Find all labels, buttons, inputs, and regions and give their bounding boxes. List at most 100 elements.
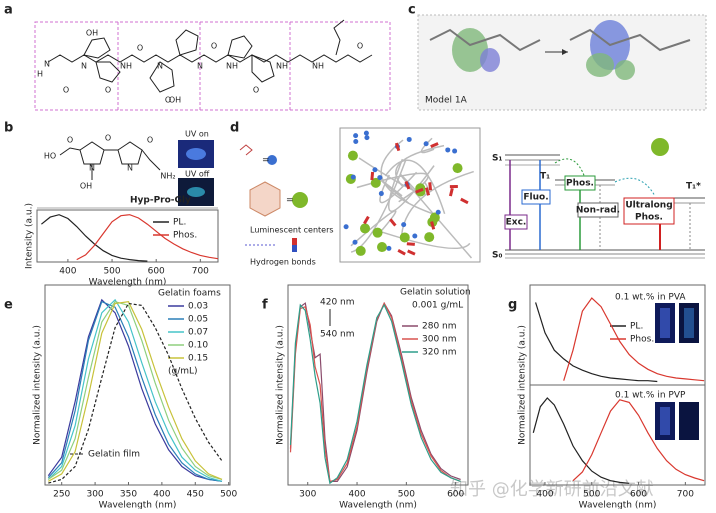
atom: O bbox=[147, 136, 153, 145]
h-bond bbox=[428, 182, 433, 191]
panel-label: c bbox=[408, 3, 416, 18]
equals: = bbox=[262, 156, 270, 166]
series-line bbox=[48, 302, 223, 484]
h-bond bbox=[430, 142, 439, 149]
x-tick-label: 600 bbox=[148, 267, 165, 277]
annotation: Gelatin film bbox=[88, 450, 140, 460]
process: Phos. bbox=[635, 213, 663, 223]
h-bond bbox=[424, 187, 431, 196]
fiber bbox=[380, 139, 436, 216]
series-line bbox=[47, 300, 223, 482]
legend-label: 0.07 bbox=[188, 328, 208, 338]
x-tick-label: 500 bbox=[583, 490, 600, 500]
legend-text: Luminescent centers bbox=[250, 226, 334, 235]
process: Exc. bbox=[506, 218, 527, 228]
charts: 400 500 600 700 Wavelength (nm) Intensity (a.… bbox=[25, 203, 706, 511]
atom: H bbox=[37, 70, 43, 79]
h-bond bbox=[397, 249, 406, 256]
equals: = bbox=[286, 196, 294, 206]
x-tick-label: 450 bbox=[187, 490, 204, 500]
process: Ultralong bbox=[625, 201, 672, 211]
legend-label: Phos. bbox=[173, 231, 197, 241]
x-tick-label: 400 bbox=[153, 490, 170, 500]
y-axis-label: Normalized intensity (a.u.) bbox=[518, 325, 528, 445]
plot-frame bbox=[44, 284, 231, 486]
series-line bbox=[289, 303, 461, 485]
structure-a bbox=[34, 19, 391, 111]
h-bond bbox=[430, 221, 436, 230]
luminescent-center bbox=[372, 227, 383, 238]
luminescent-center bbox=[355, 245, 366, 256]
dot bbox=[401, 222, 407, 228]
x-tick-label: 500 bbox=[103, 267, 120, 277]
legend-label: 0.10 bbox=[188, 341, 208, 351]
series-line bbox=[47, 298, 223, 482]
atom: N bbox=[44, 60, 50, 69]
annotation: 0.1 wt.% in PVA bbox=[615, 293, 686, 303]
atom: N bbox=[157, 62, 163, 71]
legend-text: Hydrogen bonds bbox=[250, 258, 316, 267]
dot bbox=[364, 135, 370, 141]
legend-label: PL. bbox=[173, 218, 186, 228]
network bbox=[343, 130, 474, 259]
series-line bbox=[76, 214, 219, 261]
atom: OH bbox=[86, 29, 98, 38]
x-axis-label: Wavelength (nm) bbox=[339, 501, 417, 510]
atom: N bbox=[127, 164, 133, 173]
h-bond bbox=[389, 218, 397, 227]
luminescent-center bbox=[377, 242, 388, 253]
insets-g bbox=[655, 303, 699, 440]
labels: a b c d e f g Model 1A Hyp-Pro-Gly UV on… bbox=[4, 3, 701, 501]
compound-name: Hyp-Pro-Gly bbox=[130, 196, 191, 206]
atom: N bbox=[89, 164, 95, 173]
level: S₀ bbox=[492, 251, 502, 261]
annotation: 0.001 g/mL bbox=[412, 301, 463, 311]
panel-label: b bbox=[4, 121, 13, 136]
luminescent-center bbox=[452, 163, 463, 174]
luminescent-center bbox=[347, 150, 358, 161]
atom: O bbox=[105, 86, 111, 95]
panel-label: g bbox=[508, 298, 517, 313]
y-axis-label: Intensity (a.u.) bbox=[25, 203, 35, 269]
x-tick-label: 400 bbox=[348, 490, 365, 500]
h-bond bbox=[406, 242, 415, 246]
atom: N bbox=[197, 62, 203, 71]
legend-label: 280 nm bbox=[422, 322, 457, 332]
h-bond bbox=[415, 187, 424, 194]
series-line bbox=[47, 301, 223, 480]
y-axis-label: Normalized intensity (a.u.) bbox=[33, 325, 43, 445]
x-tick-label: 500 bbox=[398, 490, 415, 500]
series-line bbox=[289, 301, 461, 483]
dot bbox=[452, 148, 458, 154]
x-axis-label: Wavelength (nm) bbox=[99, 501, 177, 510]
x-tick-label: 500 bbox=[220, 490, 237, 500]
h-bond bbox=[363, 215, 370, 225]
h-bond bbox=[370, 171, 375, 181]
x-tick-label: 300 bbox=[86, 490, 103, 500]
uv-label: UV off bbox=[185, 170, 210, 179]
dot bbox=[386, 245, 392, 251]
process: Phos. bbox=[566, 179, 594, 189]
panel-label: e bbox=[4, 298, 13, 313]
series-line bbox=[572, 399, 705, 482]
dot bbox=[372, 167, 378, 173]
x-tick-label: 300 bbox=[299, 490, 316, 500]
level: T₁* bbox=[686, 182, 701, 192]
atom: HO bbox=[44, 152, 56, 161]
series-line bbox=[41, 214, 148, 262]
legend-label: 320 nm bbox=[422, 348, 457, 358]
h-bond bbox=[404, 180, 411, 190]
atom: O bbox=[137, 44, 143, 53]
structure-b bbox=[37, 140, 218, 209]
dot bbox=[412, 233, 418, 239]
luminescent-center bbox=[424, 232, 435, 243]
dot bbox=[406, 136, 412, 142]
atom: O bbox=[211, 42, 217, 51]
legend-label: PL. bbox=[630, 322, 643, 332]
dot bbox=[435, 209, 441, 215]
atom: OH bbox=[80, 182, 92, 191]
fiber bbox=[400, 170, 474, 241]
atom: O bbox=[67, 136, 73, 145]
